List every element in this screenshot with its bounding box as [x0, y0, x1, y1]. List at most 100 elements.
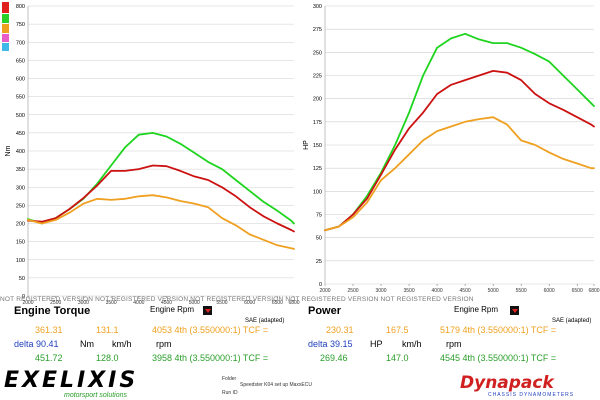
- torque-y-tick-label: 750: [16, 22, 25, 28]
- exelixis-logo: EXELIXIS motorsport solutions: [4, 370, 214, 400]
- torque-series-line-1: [27, 164, 295, 233]
- power-y-tick-label: 125: [313, 166, 322, 172]
- torque-xlabel: Engine Rpm: [150, 305, 195, 314]
- power-readout-1-v3: 5179 4th (3.550000:1) TCF =: [440, 325, 557, 335]
- torque-readout-1-v1: 361.31: [35, 325, 63, 335]
- power-x-tick-label: 6800: [588, 288, 599, 294]
- torque-delta-unit3: rpm: [156, 339, 172, 349]
- torque-delta-unit2: km/h: [112, 339, 132, 349]
- torque-y-tick-label: 550: [16, 95, 25, 101]
- power-y-tick-label: 75: [316, 213, 322, 219]
- dynapack-logo-text: Dynapack: [460, 373, 554, 393]
- power-chart: 0 25 50 75 100 125 150 175 200 225 250 275 300 2000 25…: [303, 4, 600, 294]
- power-readout-2-v3: 4545 4th (3.550000:1) TCF =: [440, 353, 557, 363]
- torque-readout-2-v3: 3958 4th (3.550000:1) TCF =: [152, 353, 269, 363]
- swatch-red[interactable]: [2, 2, 9, 13]
- torque-series-line-2: [27, 194, 295, 250]
- torque-y-tick-label: 800: [16, 4, 25, 10]
- power-readout-1-v2: 167.5: [386, 325, 409, 335]
- torque-title: Engine Torque: [14, 305, 91, 317]
- torque-note: SAE (adapted): [245, 318, 285, 324]
- power-rpm-marker[interactable]: [510, 306, 519, 315]
- power-readout-1-v1: 230.31: [326, 325, 354, 335]
- power-y-tick-label: 250: [313, 50, 322, 56]
- torque-y-tick-label: 50: [19, 276, 25, 282]
- torque-x-tick-label: 6500: [272, 300, 283, 306]
- power-readout-2-v2: 147.0: [386, 353, 409, 363]
- torque-x-tick-label: 4500: [161, 300, 172, 306]
- power-x-tick-label: 4500: [460, 288, 471, 294]
- torque-x-tick-label: 6000: [244, 300, 255, 306]
- torque-x-tick-label: 5500: [216, 300, 227, 306]
- torque-delta-unit1: Nm: [80, 339, 94, 349]
- power-x-tick-label: 4000: [432, 288, 443, 294]
- dynapack-logo-sub: CHASSIS DYNAMOMETERS: [488, 392, 575, 398]
- torque-y-tick-label: 600: [16, 77, 25, 83]
- power-y-tick-label: 150: [313, 143, 322, 149]
- folder-value: Speedster K04 set up MaxxECU: [240, 382, 312, 388]
- power-delta-label: delta 39.15: [308, 339, 353, 349]
- folder-label: Folder: [222, 376, 237, 382]
- power-x-tick-label: 5500: [516, 288, 527, 294]
- power-y-tick-label: 300: [313, 4, 322, 10]
- torque-x-tick-label: 2000: [22, 300, 33, 306]
- torque-y-tick-label: 400: [16, 149, 25, 155]
- swatch-green[interactable]: [2, 14, 9, 23]
- power-x-tick-label: 2000: [319, 288, 330, 294]
- torque-y-tick-label: 250: [16, 203, 25, 209]
- torque-x-tick-label: 3000: [78, 300, 89, 306]
- power-y-tick-label: 225: [313, 74, 322, 80]
- torque-y-tick-label: 200: [16, 222, 25, 228]
- power-x-tick-label: 6000: [544, 288, 555, 294]
- power-y-tick-label: 50: [316, 236, 322, 242]
- power-y-tick-label: 275: [313, 27, 322, 33]
- torque-x-tick-label: 6800: [288, 300, 299, 306]
- power-y-tick-label: 25: [316, 259, 322, 265]
- power-note: SAE (adapted): [552, 318, 592, 324]
- power-delta-unit3: rpm: [446, 339, 462, 349]
- torque-readout-1-v2: 131.1: [96, 325, 119, 335]
- torque-y-tick-label: 0: [22, 294, 25, 300]
- torque-chart: 0 50 100 150 200 250 300 350 400 450 500 550 600 650 7…: [5, 4, 300, 306]
- torque-y-tick-label: 300: [16, 185, 25, 191]
- torque-y-tick-label: 700: [16, 40, 25, 46]
- dynapack-logo: Dynapack CHASSIS DYNAMOMETERS: [460, 374, 596, 400]
- power-y-axis-label: HP: [303, 140, 310, 150]
- torque-y-tick-label: 450: [16, 131, 25, 137]
- swatch-orange[interactable]: [2, 24, 9, 33]
- torque-y-tick-label: 350: [16, 167, 25, 173]
- torque-y-tick-label: 500: [16, 113, 25, 119]
- power-x-tick-label: 6500: [572, 288, 583, 294]
- power-delta-unit1: HP: [370, 339, 383, 349]
- power-x-tick-label: 5000: [488, 288, 499, 294]
- watermark: NOT REGISTERED VERSION NOT REGISTERED VE…: [0, 296, 474, 303]
- exelixis-logo-sub: motorsport solutions: [64, 392, 128, 399]
- power-delta-unit2: km/h: [402, 339, 422, 349]
- torque-readout-2-v2: 128.0: [96, 353, 119, 363]
- torque-rpm-marker[interactable]: [203, 306, 212, 315]
- torque-readout-1-v3: 4053 4th (3.550000:1) TCF =: [152, 325, 269, 335]
- power-y-tick-label: 0: [319, 282, 322, 288]
- swatch-pink[interactable]: [2, 34, 9, 42]
- power-xlabel: Engine Rpm: [454, 305, 499, 314]
- torque-x-tick-label: 5000: [189, 300, 200, 306]
- power-y-tick-label: 100: [313, 189, 322, 195]
- torque-y-tick-label: 650: [16, 58, 25, 64]
- power-series-line-2: [324, 116, 595, 232]
- power-y-tick-label: 200: [313, 97, 322, 103]
- power-x-tick-label: 2500: [347, 288, 358, 294]
- power-title: Power: [308, 305, 342, 317]
- torque-y-tick-label: 100: [16, 258, 25, 264]
- power-series-line-1: [324, 70, 595, 232]
- power-readout-2-v1: 269.46: [320, 353, 348, 363]
- torque-delta-label: delta 90.41: [14, 339, 59, 349]
- power-x-tick-label: 3000: [375, 288, 386, 294]
- exelixis-logo-text: EXELIXIS: [4, 368, 139, 393]
- torque-readout-2-v1: 451.72: [35, 353, 63, 363]
- torque-x-tick-label: 3500: [106, 300, 117, 306]
- power-series-line-0: [324, 32, 595, 232]
- torque-y-axis-label: Nm: [5, 145, 12, 156]
- power-x-tick-label: 3500: [404, 288, 415, 294]
- torque-y-tick-label: 150: [16, 240, 25, 246]
- swatch-cyan[interactable]: [2, 43, 9, 51]
